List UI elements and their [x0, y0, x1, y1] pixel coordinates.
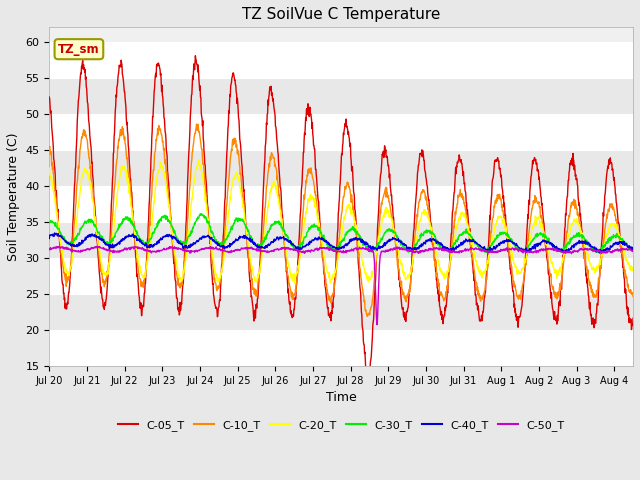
- Line: C-20_T: C-20_T: [49, 160, 633, 284]
- C-40_T: [595, 250, 603, 256]
- Line: C-50_T: C-50_T: [49, 246, 633, 324]
- C-20_T: [45, 166, 53, 171]
- Bar: [49, 150, 633, 186]
- C-20_T: [161, 176, 169, 182]
- Bar: [49, 330, 633, 366]
- C-20_T: [553, 267, 561, 273]
- C-40_T: [150, 241, 158, 247]
- C-20_T: [629, 264, 637, 270]
- Y-axis label: Soil Temperature (C): Soil Temperature (C): [7, 132, 20, 261]
- C-50_T: [214, 247, 222, 253]
- C-10_T: [161, 156, 169, 162]
- C-10_T: [268, 152, 275, 158]
- C-50_T: [373, 322, 381, 327]
- C-30_T: [553, 247, 561, 253]
- C-10_T: [45, 144, 53, 150]
- C-10_T: [193, 121, 200, 127]
- C-30_T: [268, 222, 275, 228]
- Bar: [49, 294, 633, 330]
- C-05_T: [365, 377, 372, 383]
- C-20_T: [214, 279, 222, 285]
- C-30_T: [629, 248, 637, 254]
- C-05_T: [191, 53, 199, 59]
- C-20_T: [291, 281, 298, 287]
- C-10_T: [488, 221, 495, 227]
- C-05_T: [214, 307, 222, 312]
- C-30_T: [214, 239, 222, 244]
- Line: C-10_T: C-10_T: [49, 124, 633, 316]
- C-50_T: [553, 247, 561, 253]
- C-05_T: [488, 192, 495, 197]
- Bar: [49, 42, 633, 78]
- C-30_T: [161, 214, 169, 219]
- C-40_T: [552, 244, 560, 250]
- C-05_T: [161, 129, 169, 135]
- C-40_T: [268, 239, 275, 245]
- C-40_T: [45, 236, 53, 241]
- C-40_T: [214, 242, 222, 248]
- Legend: C-05_T, C-10_T, C-20_T, C-30_T, C-40_T, C-50_T: C-05_T, C-10_T, C-20_T, C-30_T, C-40_T, …: [113, 416, 569, 435]
- C-10_T: [629, 294, 637, 300]
- C-20_T: [195, 157, 202, 163]
- Line: C-40_T: C-40_T: [49, 233, 633, 253]
- C-10_T: [150, 161, 158, 167]
- Text: TZ_sm: TZ_sm: [58, 43, 100, 56]
- C-40_T: [629, 248, 637, 254]
- C-50_T: [56, 243, 63, 249]
- Bar: [49, 78, 633, 114]
- Bar: [49, 222, 633, 258]
- C-10_T: [364, 313, 371, 319]
- X-axis label: Time: Time: [326, 391, 356, 404]
- C-50_T: [162, 247, 170, 252]
- C-50_T: [150, 248, 158, 254]
- C-05_T: [150, 89, 158, 95]
- C-30_T: [198, 211, 205, 216]
- C-30_T: [488, 242, 495, 248]
- Line: C-05_T: C-05_T: [49, 56, 633, 380]
- C-10_T: [553, 292, 561, 298]
- C-10_T: [214, 283, 222, 289]
- Title: TZ SoilVue C Temperature: TZ SoilVue C Temperature: [242, 7, 440, 22]
- C-05_T: [553, 317, 561, 323]
- C-05_T: [268, 84, 275, 89]
- C-50_T: [45, 247, 53, 252]
- C-05_T: [629, 315, 637, 321]
- Bar: [49, 186, 633, 222]
- C-20_T: [488, 236, 495, 242]
- C-20_T: [150, 200, 158, 206]
- Bar: [49, 114, 633, 150]
- Line: C-30_T: C-30_T: [49, 214, 633, 252]
- C-50_T: [629, 249, 637, 254]
- C-40_T: [51, 230, 58, 236]
- C-50_T: [268, 248, 275, 253]
- C-05_T: [45, 94, 53, 100]
- C-40_T: [488, 246, 495, 252]
- C-30_T: [150, 229, 158, 235]
- C-30_T: [45, 220, 53, 226]
- C-40_T: [162, 233, 170, 239]
- C-30_T: [483, 250, 490, 255]
- C-20_T: [268, 189, 275, 194]
- C-50_T: [488, 249, 495, 254]
- Bar: [49, 258, 633, 294]
